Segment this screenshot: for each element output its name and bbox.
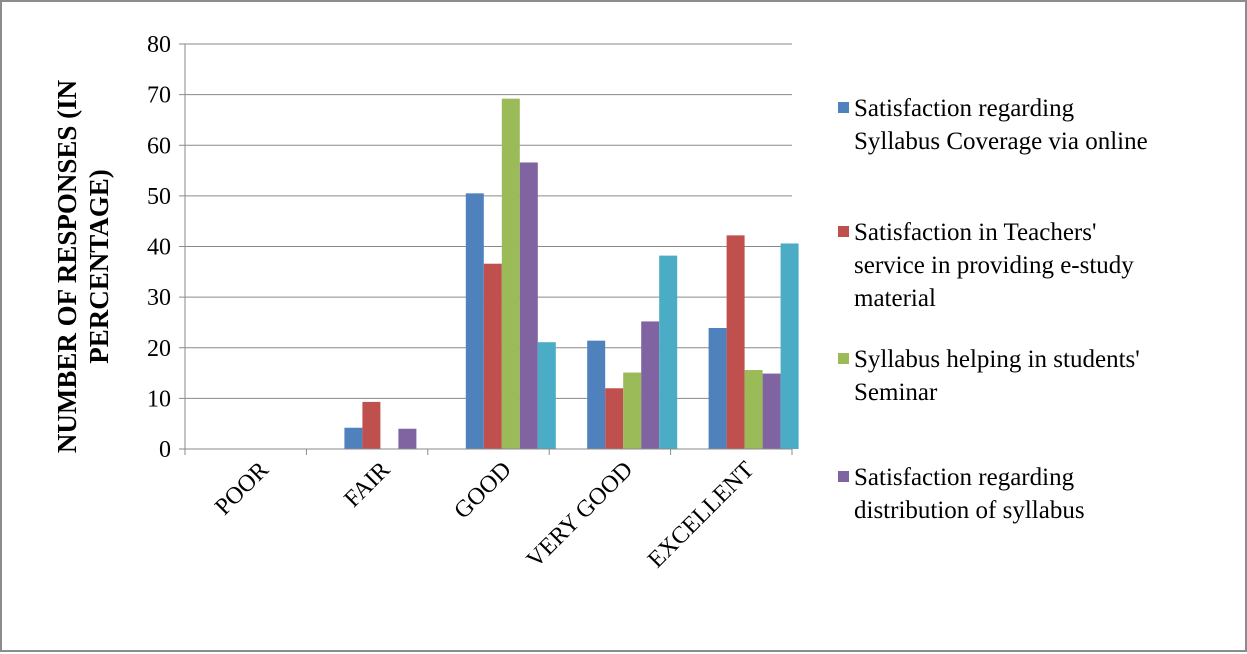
y-axis-title: NUMBER OF RESPONSES (IN PERCENTAGE) [52,79,114,453]
y-tick-label-30: 30 [147,285,171,311]
bar-good-series-4 [519,162,538,449]
bar-fair-series-1 [344,427,363,449]
legend-label-series-2-line-3: material [854,285,936,312]
y-tick-labels: 0 10 20 30 40 50 60 70 80 [147,32,171,463]
y-tick-label-70: 70 [147,83,171,109]
bar-good-series-1 [465,193,484,449]
legend-label-series-3-line-1: Syllabus helping in students' [854,346,1140,373]
legend-label-series-3-line-2: Seminar [854,379,938,406]
legend-swatch-series-4 [838,471,849,482]
axes [179,43,793,455]
bar-very-good-series-2 [605,388,624,449]
bar-good-series-2 [483,263,502,449]
bar-excellent-series-1 [708,328,727,449]
bar-excellent-series-5 [780,243,799,449]
bar-fair-series-2 [362,401,381,449]
bar-excellent-series-2 [726,235,745,449]
legend-label-series-2-line-2: service in providing e-study [854,252,1134,279]
y-tick-label-60: 60 [147,133,171,159]
legend-label-series-2-line-1: Satisfaction in Teachers' [854,219,1097,246]
x-category-label-very-good: VERY GOOD [522,457,638,573]
legend-label-series-1-line-2: Syllabus Coverage via online [854,128,1148,155]
legend-label-series-4-line-1: Satisfaction regarding [854,464,1075,491]
bar-good-series-5 [537,342,556,449]
legend-swatch-series-2 [838,226,849,237]
bar-excellent-series-3 [744,370,763,449]
x-category-label-excellent: EXCELLENT [643,457,760,574]
y-tick-label-0: 0 [159,437,171,463]
x-category-label-fair: FAIR [340,457,396,513]
bar-very-good-series-5 [659,255,678,449]
bar-very-good-series-3 [623,372,642,449]
y-axis-title-line-2: PERCENTAGE) [84,169,114,364]
y-tick-label-50: 50 [147,184,171,210]
y-tick-label-80: 80 [147,32,171,58]
legend-label-series-4-line-2: distribution of syllabus [854,497,1085,524]
bar-very-good-series-1 [587,340,606,449]
y-tick-label-40: 40 [147,235,171,261]
legend-swatch-series-1 [838,102,849,113]
bar-fair-series-4 [398,428,417,449]
y-axis-title-line-1: NUMBER OF RESPONSES (IN [52,79,82,453]
bar-excellent-series-4 [762,373,781,449]
y-tick-label-10: 10 [147,386,171,412]
legend: Satisfaction regarding Syllabus Coverage … [838,95,1148,524]
bar-good-series-3 [501,98,520,450]
x-category-labels: POOR FAIR GOOD VERY GOOD EXCELLENT [210,457,759,574]
bars [344,98,799,450]
y-tick-label-20: 20 [147,336,171,362]
bar-very-good-series-4 [641,321,660,449]
legend-label-series-1-line-1: Satisfaction regarding [854,95,1075,122]
legend-swatch-series-3 [838,353,849,364]
x-category-label-poor: POOR [210,457,274,521]
x-category-label-good: GOOD [449,457,516,524]
